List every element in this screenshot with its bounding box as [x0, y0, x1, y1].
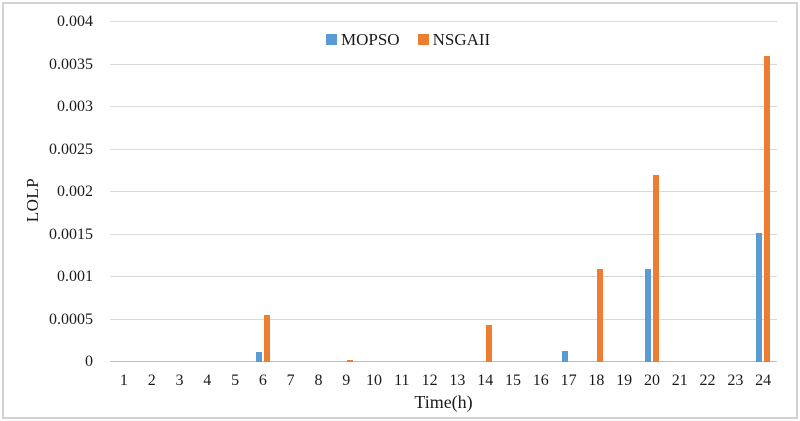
y-tick-label: 0.004	[57, 13, 93, 30]
x-axis-line	[110, 361, 777, 362]
legend-item-nsgaii: NSGAII	[417, 30, 491, 49]
x-tick-label: 7	[286, 372, 295, 389]
gridline	[110, 106, 777, 107]
gridline	[110, 319, 777, 320]
x-tick-label: 14	[477, 372, 494, 389]
x-tick-label: 15	[504, 372, 521, 389]
y-tick-label: 0.0035	[49, 55, 93, 73]
gridline	[110, 276, 777, 277]
y-tick-label: 0.0015	[49, 225, 93, 243]
gridline	[110, 191, 777, 192]
x-tick-label: 18	[588, 372, 605, 389]
y-tick-label: 0.002	[57, 183, 93, 200]
bar-nsgaii-t18	[597, 268, 604, 362]
y-tick-label: 0.001	[57, 268, 93, 285]
gridline	[110, 149, 777, 150]
bar-nsgaii-t14	[486, 324, 493, 362]
gridline	[110, 21, 777, 22]
x-tick-label: 6	[258, 372, 267, 389]
legend: MOPSO NSGAII	[326, 31, 490, 48]
bar-nsgaii-t24	[764, 56, 771, 362]
legend-swatch-nsgaii-icon	[417, 34, 429, 45]
x-tick-label: 17	[560, 372, 577, 389]
x-tick-label: 24	[755, 372, 772, 389]
x-tick-label: 12	[421, 372, 438, 389]
x-tick-label: 19	[616, 372, 633, 389]
legend-label: NSGAII	[432, 30, 491, 49]
x-tick-label: 21	[671, 372, 688, 389]
x-tick-label: 10	[366, 372, 383, 389]
y-tick-label: 0.0025	[49, 140, 93, 158]
legend-item-mopso: MOPSO	[326, 31, 400, 48]
x-tick-label: 13	[449, 372, 466, 389]
y-tick-label: 0.0005	[49, 310, 93, 328]
y-tick-label: 0.003	[57, 98, 93, 115]
x-tick-label: 11	[394, 372, 410, 389]
bar-nsgaii-t20	[652, 175, 659, 362]
bar-mopso-t24	[756, 232, 763, 362]
bar-nsgaii-t6	[263, 315, 270, 362]
x-tick-label: 9	[342, 372, 351, 389]
x-tick-label: 2	[147, 372, 156, 389]
plot-area	[110, 21, 777, 362]
x-tick-label: 16	[532, 372, 549, 389]
x-tick-label: 3	[175, 372, 184, 389]
x-tick-label: 22	[699, 372, 716, 389]
gridline	[110, 234, 777, 235]
x-axis-title: Time(h)	[414, 392, 473, 412]
legend-swatch-mopso-icon	[326, 34, 337, 45]
bar-mopso-t6	[255, 351, 262, 362]
legend-label: MOPSO	[341, 30, 400, 49]
x-tick-label: 8	[314, 372, 323, 389]
gridline	[110, 64, 777, 65]
x-tick-label: 1	[119, 372, 128, 389]
bar-nsgaii-t9	[347, 360, 354, 362]
bar-mopso-t17	[561, 350, 568, 362]
x-tick-label: 23	[727, 372, 744, 389]
x-tick-label: 20	[643, 372, 660, 389]
bar-mopso-t20	[644, 268, 651, 362]
y-tick-label: 0	[85, 353, 93, 370]
x-tick-label: 5	[231, 372, 240, 389]
x-tick-label: 4	[203, 372, 212, 389]
